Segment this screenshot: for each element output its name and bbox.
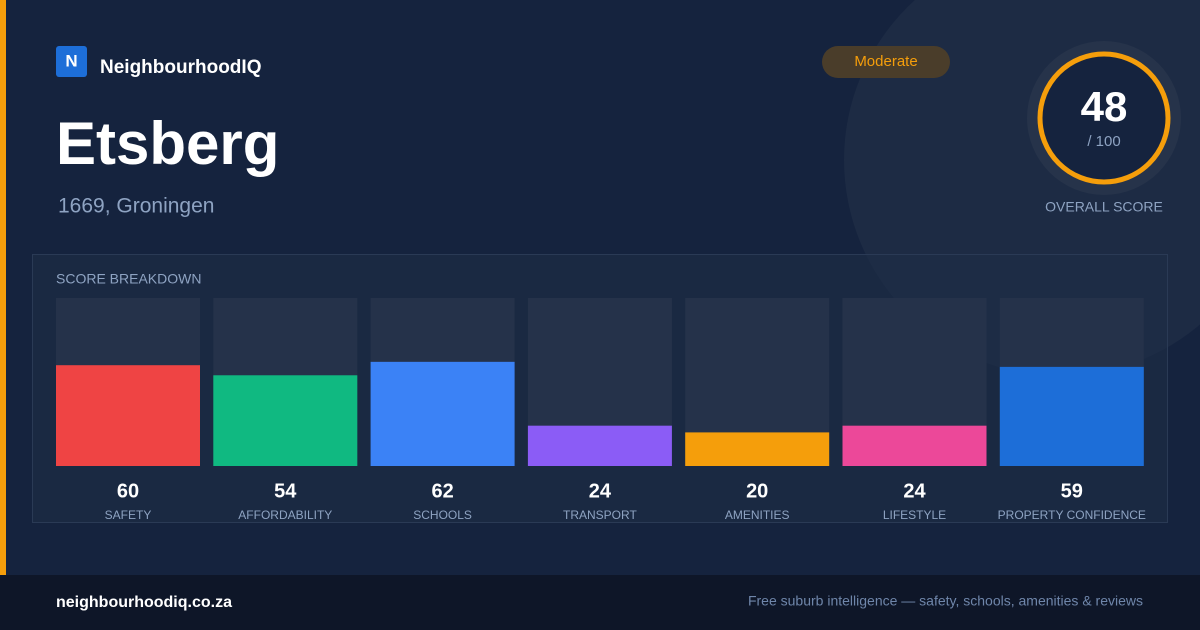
bar bbox=[999, 366, 1144, 466]
value-label: 59 bbox=[1061, 480, 1083, 502]
category-label: LIFESTYLE bbox=[883, 508, 946, 522]
score-ring bbox=[1037, 51, 1171, 185]
category-label: TRANSPORT bbox=[563, 508, 637, 522]
bar bbox=[842, 425, 987, 466]
footer-site: neighbourhoodiq.co.za bbox=[56, 594, 232, 611]
value-label: 60 bbox=[117, 480, 139, 502]
category-label: PROPERTY CONFIDENCE bbox=[998, 508, 1146, 522]
value-label: 62 bbox=[431, 480, 453, 502]
bar bbox=[213, 375, 358, 466]
category-label: SCHOOLS bbox=[413, 508, 472, 522]
suburb-location: 1669, Groningen bbox=[58, 195, 214, 218]
value-label: 54 bbox=[274, 480, 297, 502]
category-label: AMENITIES bbox=[725, 508, 790, 522]
score-value: 48 bbox=[1081, 83, 1128, 130]
bar bbox=[56, 365, 200, 466]
value-label: 24 bbox=[903, 480, 926, 502]
value-label: 24 bbox=[589, 480, 612, 502]
footer-tagline: Free suburb intelligence — safety, schoo… bbox=[748, 593, 1143, 609]
logo-letter: N bbox=[65, 51, 77, 70]
brand-name: NeighbourhoodIQ bbox=[100, 57, 261, 78]
bar bbox=[370, 361, 515, 466]
logo-box bbox=[56, 46, 87, 77]
category-label: AFFORDABILITY bbox=[238, 508, 332, 522]
suburb-title: Etsberg bbox=[56, 110, 279, 177]
score-max: / 100 bbox=[1087, 133, 1120, 150]
breakdown-title: SCORE BREAKDOWN bbox=[56, 271, 201, 287]
value-label: 20 bbox=[746, 480, 768, 502]
badge bbox=[822, 46, 950, 78]
bar bbox=[685, 432, 830, 466]
footer bbox=[0, 575, 1200, 630]
category-label: SAFETY bbox=[105, 508, 152, 522]
accent-stripe bbox=[0, 0, 6, 575]
bar bbox=[527, 425, 672, 466]
badge-text: Moderate bbox=[854, 53, 917, 70]
score-label: OVERALL SCORE bbox=[1045, 199, 1163, 215]
